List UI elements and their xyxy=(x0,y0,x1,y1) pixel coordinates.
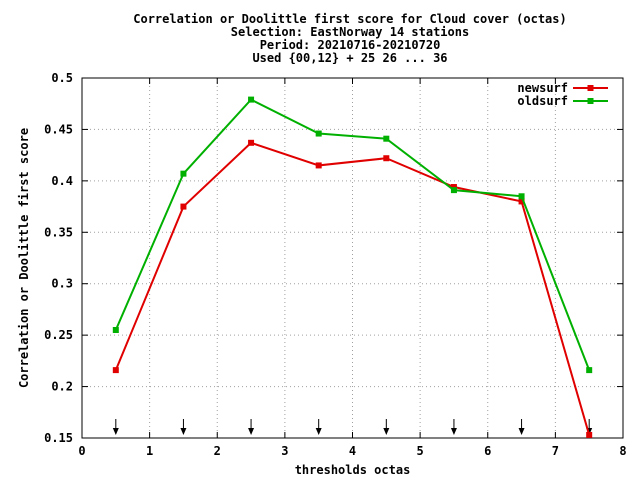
x-tick-label: 8 xyxy=(619,444,626,458)
threshold-arrow-marker xyxy=(315,419,322,435)
x-tick-label: 6 xyxy=(484,444,491,458)
data-point-newsurf xyxy=(315,162,322,169)
chart-title: Correlation or Doolittle first score for… xyxy=(133,12,566,65)
threshold-arrow-marker xyxy=(518,419,525,435)
legend-marker-oldsurf xyxy=(587,98,594,104)
title-line-2: Selection: EastNorway 14 stations xyxy=(231,25,469,39)
y-tick-label: 0.15 xyxy=(44,431,73,445)
data-point-newsurf xyxy=(518,198,525,205)
data-point-oldsurf xyxy=(383,135,390,142)
title-line-3: Period: 20210716-20210720 xyxy=(260,38,441,52)
data-point-newsurf xyxy=(450,184,457,191)
y-tick-label: 0.2 xyxy=(51,380,73,394)
data-point-newsurf xyxy=(248,139,255,146)
y-axis-label: Correlation or Doolittle first score xyxy=(17,128,31,388)
data-point-newsurf xyxy=(383,155,390,162)
x-tick-label: 5 xyxy=(417,444,424,458)
y-tick-label: 0.25 xyxy=(44,328,73,342)
legend-label-oldsurf: oldsurf xyxy=(517,94,568,108)
series-line-newsurf xyxy=(114,141,591,436)
x-axis-ticks: 0 1 2 3 4 5 6 7 8 xyxy=(78,78,627,458)
data-point-oldsurf xyxy=(586,367,593,374)
data-point-oldsurf xyxy=(315,130,322,137)
data-point-newsurf xyxy=(180,203,187,210)
y-tick-label: 0.3 xyxy=(51,277,73,291)
x-tick-label: 0 xyxy=(78,444,85,458)
y-tick-label: 0.45 xyxy=(44,122,73,136)
title-line-4: Used {00,12} + 25 26 ... 36 xyxy=(252,51,447,65)
data-point-oldsurf xyxy=(450,187,457,194)
series xyxy=(112,96,593,438)
threshold-arrow-marker xyxy=(450,419,457,435)
x-tick-label: 3 xyxy=(281,444,288,458)
series-line-oldsurf xyxy=(114,98,591,371)
title-line-1: Correlation or Doolittle first score for… xyxy=(133,12,566,26)
data-point-oldsurf xyxy=(518,193,525,200)
threshold-arrow-marker xyxy=(112,419,119,435)
x-tick-label: 1 xyxy=(146,444,153,458)
x-axis-label: thresholds octas xyxy=(295,463,411,477)
y-tick-label: 0.4 xyxy=(51,174,73,188)
y-axis-ticks: 0.15 0.2 0.25 0.3 0.35 0.4 0.45 0.5 xyxy=(44,71,623,445)
data-point-oldsurf xyxy=(180,170,187,177)
data-point-newsurf xyxy=(586,431,593,438)
y-tick-label: 0.5 xyxy=(51,71,73,85)
threshold-arrow-marker xyxy=(383,419,390,435)
data-point-oldsurf xyxy=(112,327,119,333)
data-point-oldsurf xyxy=(248,96,255,103)
threshold-arrow-marker xyxy=(180,419,187,435)
x-tick-label: 7 xyxy=(552,444,559,458)
legend-marker-newsurf xyxy=(587,85,594,91)
data-point-newsurf xyxy=(112,367,119,374)
threshold-arrow-marker xyxy=(248,419,255,435)
x-tick-label: 2 xyxy=(214,444,221,458)
legend-label-newsurf: newsurf xyxy=(517,81,568,95)
x-tick-label: 4 xyxy=(349,444,356,458)
y-tick-label: 0.35 xyxy=(44,225,73,239)
